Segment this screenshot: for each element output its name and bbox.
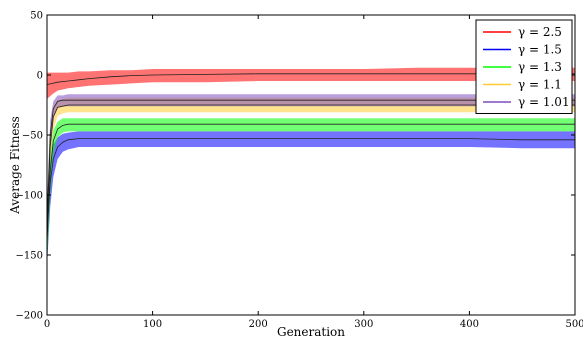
y-tick-label: 50 [30,11,43,22]
band-series-1 [47,131,575,267]
x-tick-label: 300 [354,319,373,330]
legend-label-3: γ = 1.1 [518,78,562,92]
confidence-bands [47,67,575,267]
band-series-4 [47,94,575,249]
legend-label-4: γ = 1.01 [518,95,570,109]
y-tick-label: −150 [16,251,43,262]
x-tick-label: 500 [565,319,583,330]
x-tick-label: 400 [460,319,479,330]
mean-line-series-0 [46,73,575,85]
plot-frame [46,14,576,316]
x-axis-label: Generation [277,325,345,339]
mean-lines [46,73,575,244]
legend-label-1: γ = 1.5 [518,43,562,57]
y-axis-label: Average Fitness [8,116,22,215]
band-series-0 [47,67,575,99]
y-tick-label: −50 [22,131,43,142]
x-tick-label: 200 [249,319,268,330]
x-tick-label: 0 [44,319,50,330]
legend-label-2: γ = 1.3 [518,60,562,74]
mean-line-series-1 [46,138,575,232]
mean-line-series-3 [46,104,575,232]
x-tick-label: 100 [143,319,162,330]
y-tick-label: 0 [37,71,43,82]
mean-line-series-4 [46,99,575,226]
y-tick-label: −200 [16,311,43,322]
legend-label-0: γ = 2.5 [518,25,562,39]
y-tick-label: −100 [16,191,43,202]
mean-line-series-2 [46,123,575,244]
legend: γ = 2.5 γ = 1.5 γ = 1.3 γ = 1.1 γ = 1.01 [475,19,573,114]
